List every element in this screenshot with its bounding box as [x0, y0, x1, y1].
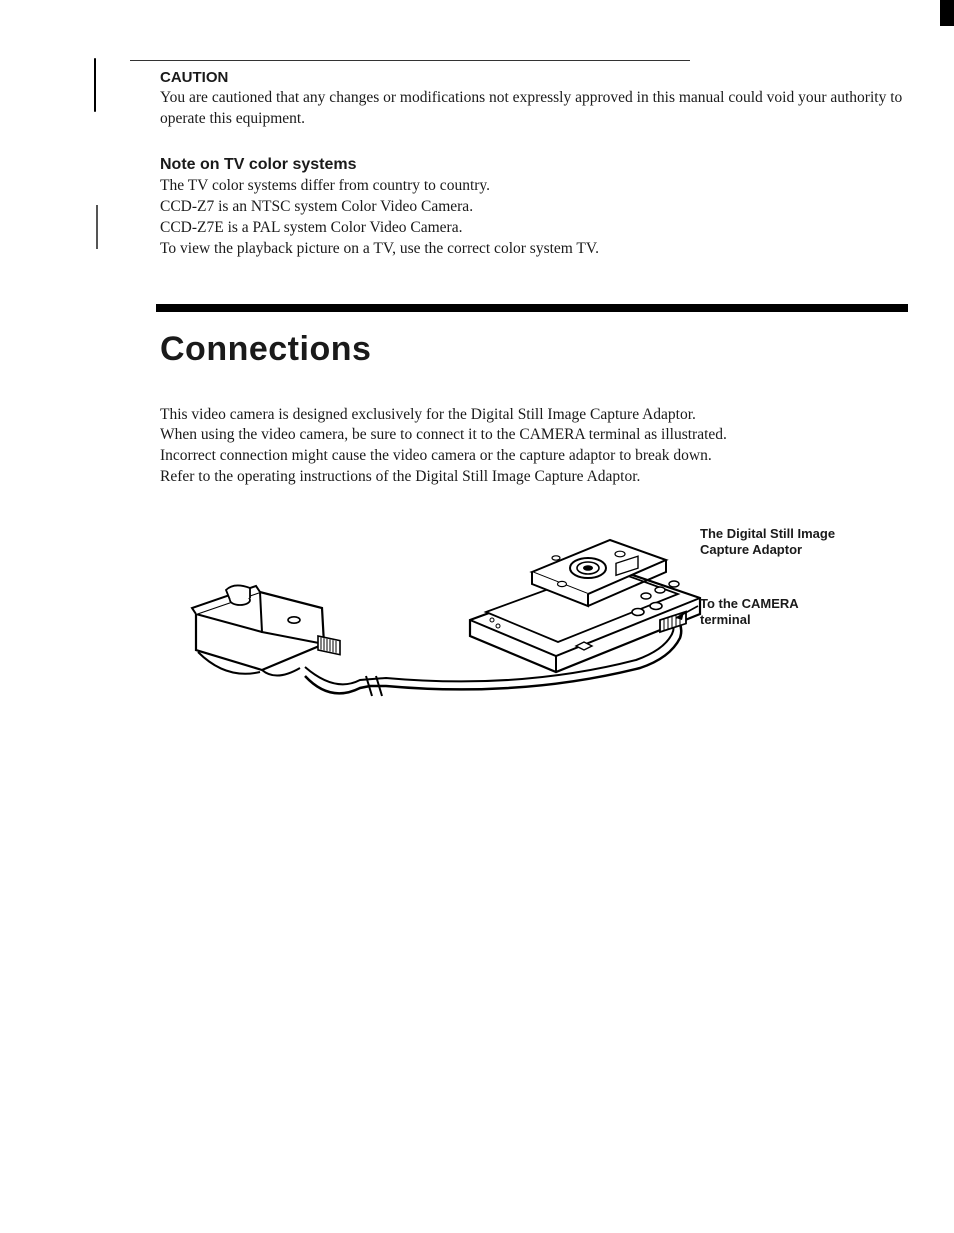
tv-note-line: CCD-Z7E is a PAL system Color Video Came… [160, 218, 904, 239]
page-content: CAUTION You are cautioned that any chang… [0, 0, 954, 758]
connection-diagram: The Digital Still Image Capture Adaptor … [160, 508, 900, 718]
caution-heading: CAUTION [160, 69, 904, 86]
connections-para-line: This video camera is designed exclusivel… [160, 405, 904, 426]
section-divider-bar [156, 304, 908, 312]
top-rule [130, 60, 690, 61]
tv-note-line: CCD-Z7 is an NTSC system Color Video Cam… [160, 197, 904, 218]
connections-title: Connections [160, 330, 904, 369]
binding-mark [96, 205, 98, 249]
caution-text: You are cautioned that any changes or mo… [160, 88, 904, 130]
connections-para-line: Refer to the operating instructions of t… [160, 467, 904, 488]
diagram-label-terminal: To the CAMERA terminal [700, 596, 850, 629]
tv-note-line: The TV color systems differ from country… [160, 176, 904, 197]
tv-note-line: To view the playback picture on a TV, us… [160, 239, 904, 260]
connections-para-line: Incorrect connection might cause the vid… [160, 446, 904, 467]
binding-mark [94, 58, 96, 112]
diagram-label-adaptor: The Digital Still Image Capture Adaptor [700, 526, 870, 559]
tv-note-heading: Note on TV color systems [160, 156, 904, 174]
page-corner-marker [940, 0, 954, 26]
connections-para-line: When using the video camera, be sure to … [160, 425, 904, 446]
